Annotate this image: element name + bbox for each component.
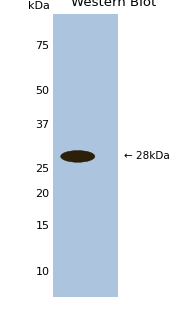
Text: 50: 50 xyxy=(35,87,49,96)
Text: 75: 75 xyxy=(35,41,49,51)
Text: 37: 37 xyxy=(35,120,49,130)
Text: 10: 10 xyxy=(35,267,49,277)
Text: 25: 25 xyxy=(35,164,49,174)
Text: 20: 20 xyxy=(35,189,49,199)
Ellipse shape xyxy=(61,150,95,162)
Text: Western Blot: Western Blot xyxy=(71,0,157,9)
Text: 15: 15 xyxy=(35,221,49,231)
Text: ← 28kDa: ← 28kDa xyxy=(124,151,169,161)
Text: kDa: kDa xyxy=(28,1,49,11)
Bar xyxy=(53,14,118,297)
